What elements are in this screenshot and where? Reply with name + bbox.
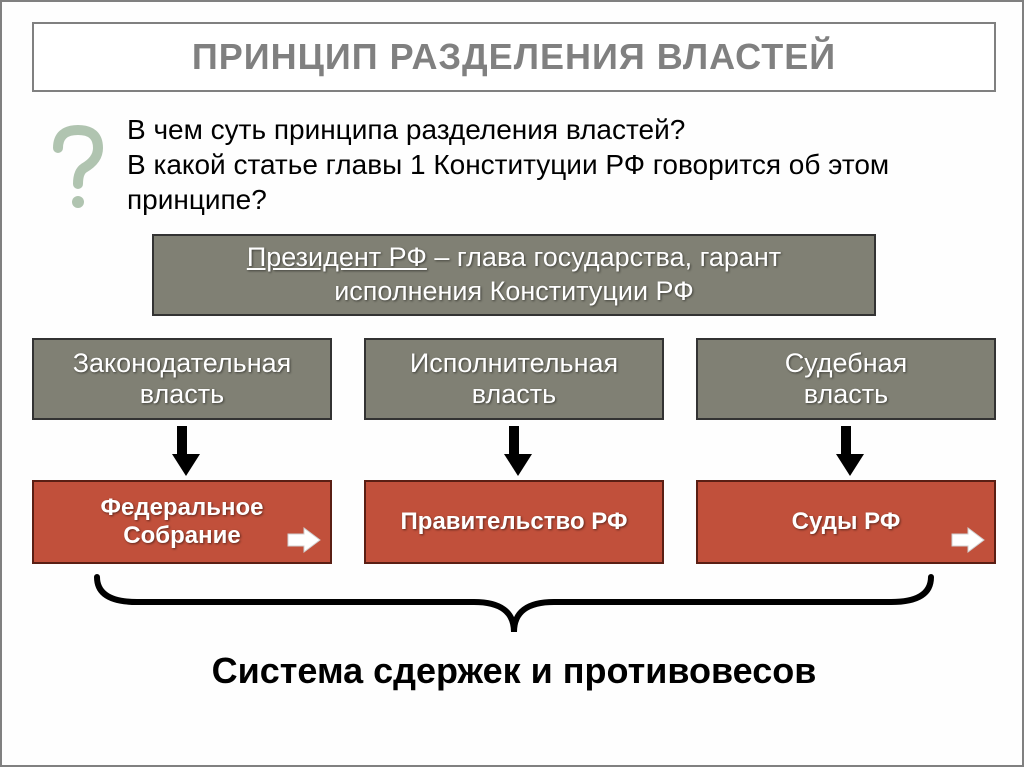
slide-frame: ПРИНЦИП РАЗДЕЛЕНИЯ ВЛАСТЕЙ В чем суть пр… [0,0,1024,767]
title-box: ПРИНЦИП РАЗДЕЛЕНИЯ ВЛАСТЕЙ [32,22,996,92]
question-line2: В какой статье главы 1 Конституции РФ го… [127,149,889,215]
body-label: Правительство РФ [401,508,628,535]
page-title: ПРИНЦИП РАЗДЕЛЕНИЯ ВЛАСТЕЙ [192,36,836,78]
branch-executive: Исполнительная власть [364,338,664,420]
arrow-down-icon [172,426,192,476]
body-courts[interactable]: Суды РФ [696,480,996,564]
body-government: Правительство РФ [364,480,664,564]
president-underlined: Президент РФ [247,242,427,272]
branch-label: власть [472,379,556,409]
question-text: В чем суть принципа разделения властей? … [127,112,987,217]
curly-brace-icon [87,572,941,642]
body-label: Собрание [123,522,240,549]
president-box: Президент РФ – глава государства, гарант… [152,234,876,316]
branch-legislative: Законодательная власть [32,338,332,420]
branch-label: Исполнительная [410,348,618,378]
body-label: Федеральное [101,494,264,521]
branch-label: Законодательная [73,348,292,378]
checks-and-balances-label: Система сдержек и противовесов [2,650,1024,692]
question-mark-icon [42,122,112,212]
arrow-down-icon [504,426,524,476]
body-federal-assembly[interactable]: Федеральное Собрание [32,480,332,564]
branch-judicial: Судебная власть [696,338,996,420]
arrow-down-icon [836,426,856,476]
question-line1: В чем суть принципа разделения властей? [127,114,685,145]
branch-label: Судебная [785,348,908,378]
branch-label: власть [140,379,224,409]
president-line2: исполнения Конституции РФ [334,275,694,309]
nav-forward-icon[interactable] [286,526,322,554]
branch-label: власть [804,379,888,409]
nav-forward-icon[interactable] [950,526,986,554]
president-line1: Президент РФ – глава государства, гарант [247,241,781,275]
body-label: Суды РФ [792,508,901,535]
president-rest1: – глава государства, гарант [427,242,781,272]
